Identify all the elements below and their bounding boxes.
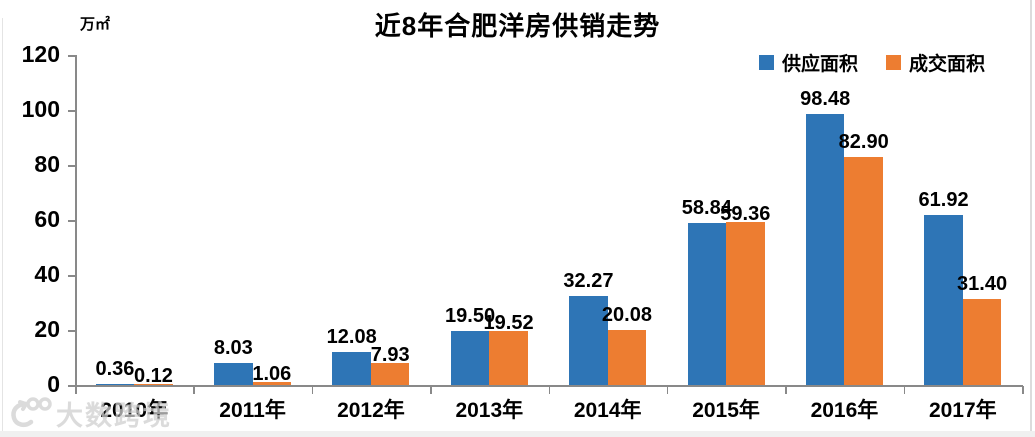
- x-axis-label: 2017年: [928, 399, 997, 422]
- x-axis-tick: [193, 386, 195, 394]
- bar-sold-2015年: [726, 221, 765, 385]
- bar-value-label: 8.03: [213, 336, 253, 359]
- legend-item-sold: 成交面积: [885, 49, 985, 76]
- y-tick-label: 60: [34, 206, 60, 232]
- bar-value-label: 0.12: [133, 365, 173, 387]
- bar-sold-2016年: [844, 157, 883, 385]
- x-axis-label: 2010年: [100, 399, 169, 422]
- legend: 供应面积 成交面积: [758, 49, 985, 76]
- y-axis-tick: [68, 55, 75, 57]
- x-axis-line: [75, 385, 1023, 387]
- y-tick-label: 40: [34, 261, 60, 287]
- legend-label-supply: 供应面积: [781, 54, 858, 75]
- y-axis-tick: [68, 110, 75, 112]
- bar-supply-2015年: [687, 223, 727, 385]
- y-tick-label: 0: [47, 371, 60, 397]
- y-tick-label: 20: [34, 316, 60, 342]
- x-axis-tick: [1022, 386, 1024, 394]
- y-tick-label: 120: [21, 41, 60, 67]
- bar-value-label: 82.90: [838, 131, 889, 154]
- x-axis-label: 2013年: [455, 399, 524, 422]
- y-axis-line: [75, 55, 77, 386]
- bar-supply-2017年: [924, 214, 963, 385]
- x-axis-tick: [903, 386, 906, 394]
- bar-value-label: 61.92: [918, 188, 969, 211]
- bar-supply-2016年: [805, 114, 845, 385]
- x-axis-label: 2015年: [692, 399, 760, 422]
- x-axis-label: 2012年: [337, 399, 405, 422]
- x-axis-tick: [430, 386, 432, 394]
- bar-supply-2013年: [450, 331, 490, 385]
- bar-value-label: 0.36: [95, 358, 135, 380]
- watermark-logo-icon: [11, 397, 52, 428]
- x-axis-tick: [785, 386, 787, 394]
- bar-value-label: 98.48: [800, 88, 851, 111]
- right-edge-line: [1030, 0, 1032, 437]
- y-axis-unit-label: 万㎡: [80, 16, 111, 33]
- bar-sold-2010年: [134, 384, 173, 385]
- legend-swatch-sold: [885, 55, 901, 70]
- bar-supply-2012年: [332, 351, 371, 385]
- bar-value-label: 59.36: [720, 202, 771, 225]
- x-axis-tick: [548, 386, 550, 394]
- y-axis-tick: [68, 275, 75, 277]
- bar-supply-2014年: [569, 296, 608, 385]
- bar-value-label: 19.52: [483, 312, 534, 335]
- legend-swatch-supply: [758, 55, 774, 70]
- legend-label-sold: 成交面积: [908, 54, 985, 75]
- bar-value-label: 20.08: [601, 303, 652, 326]
- x-axis-tick: [666, 386, 669, 394]
- bar-supply-2011年: [214, 362, 253, 385]
- y-axis-tick: [68, 165, 75, 167]
- bar-sold-2014年: [607, 329, 647, 385]
- y-axis-tick: [68, 385, 75, 387]
- x-axis-label: 2014年: [573, 399, 642, 422]
- legend-item-supply: 供应面积: [758, 49, 858, 76]
- bar-supply-2010年: [95, 384, 135, 385]
- chart-title: 近8年合肥洋房供销走势: [374, 11, 661, 41]
- bar-value-label: 32.27: [563, 270, 614, 293]
- bar-sold-2012年: [370, 363, 410, 385]
- x-axis-label: 2016年: [810, 399, 879, 422]
- y-axis-tick: [68, 220, 75, 222]
- bar-sold-2013年: [489, 331, 528, 385]
- x-axis-label: 2011年: [219, 399, 286, 422]
- y-tick-label: 100: [21, 96, 60, 122]
- x-axis-tick: [311, 386, 314, 394]
- bar-value-label: 1.06: [252, 363, 292, 386]
- left-edge-line: [2, 18, 3, 437]
- bar-value-label: 19.50: [445, 305, 496, 328]
- bar-value-label: 12.08: [326, 325, 377, 348]
- bar-sold-2017年: [962, 298, 1002, 385]
- y-axis-tick: [68, 330, 75, 332]
- bar-value-label: 31.40: [957, 272, 1008, 295]
- bar-value-label: 58.84: [681, 197, 732, 220]
- y-tick-label: 80: [34, 151, 60, 177]
- bottom-edge: [0, 431, 1035, 437]
- bar-sold-2011年: [252, 382, 292, 385]
- x-axis-tick: [75, 386, 77, 394]
- bar-value-label: 7.93: [370, 344, 410, 367]
